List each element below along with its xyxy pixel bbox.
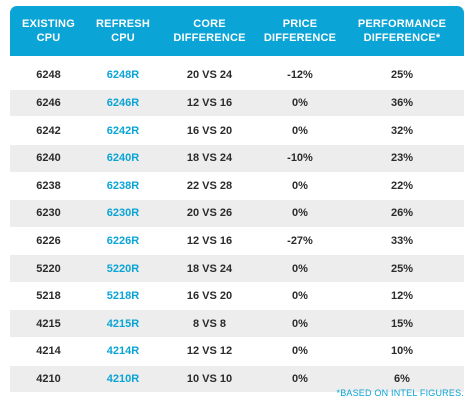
cell-existing: 5220 <box>36 262 61 275</box>
cell-performance: 33% <box>390 234 414 247</box>
header-refresh-line1: REFRESH <box>96 18 150 30</box>
table-row: 5220 5220R 18 VS 24 0% 25% <box>10 255 464 282</box>
header-price-line2: DIFFERENCE <box>263 32 337 44</box>
cell-refresh: 4210R <box>106 372 140 385</box>
cell-refresh: 4215R <box>106 317 140 330</box>
cell-performance: 26% <box>390 207 414 220</box>
cell-existing: 4215 <box>36 317 61 330</box>
cell-core: 18 VS 24 <box>186 152 233 165</box>
cell-core: 18 VS 24 <box>186 262 233 275</box>
table-row: 4210 4210R 10 VS 10 0% 6% <box>10 365 464 393</box>
cell-core: 10 VS 10 <box>186 372 233 385</box>
table-body: 6248 6248R 20 VS 24 -12% 25% 6246 6246R 12 VS 1… <box>10 62 464 393</box>
cell-refresh: 6238R <box>106 179 140 192</box>
cell-price: 0% <box>292 317 308 330</box>
cell-refresh: 6240R <box>106 152 140 165</box>
cell-performance: 23% <box>390 152 414 165</box>
cell-price: -12% <box>287 69 313 82</box>
cell-performance: 12% <box>390 290 414 303</box>
cell-core: 12 VS 16 <box>186 234 233 247</box>
cell-price: -27% <box>287 234 313 247</box>
cell-existing: 6248 <box>36 69 61 82</box>
cell-price: -10% <box>287 152 313 165</box>
cell-core: 20 VS 24 <box>186 69 233 82</box>
cell-performance: 10% <box>390 345 414 358</box>
cell-core: 16 VS 20 <box>186 290 233 303</box>
cell-core: 16 VS 20 <box>186 124 233 137</box>
table-row: 6248 6248R 20 VS 24 -12% 25% <box>10 62 464 89</box>
cell-refresh: 6246R <box>106 96 140 109</box>
cell-core: 12 VS 12 <box>186 345 233 358</box>
cell-performance: 36% <box>390 96 414 109</box>
cell-existing: 6242 <box>36 124 61 137</box>
table-row: 6238 6238R 22 VS 28 0% 22% <box>10 172 464 200</box>
cell-existing: 6240 <box>36 152 61 165</box>
cell-refresh: 5220R <box>106 262 140 275</box>
cell-core: 20 VS 26 <box>186 207 233 220</box>
cell-existing: 6230 <box>36 207 61 220</box>
header-performance-difference: PERFORMANCE DIFFERENCE* <box>340 6 464 56</box>
cell-existing: 6246 <box>36 96 61 109</box>
table-row: 6242 6242R 16 VS 20 0% 32% <box>10 117 464 144</box>
cell-performance: 25% <box>390 69 414 82</box>
header-price-difference: PRICE DIFFERENCE <box>260 6 340 56</box>
cell-core: 8 VS 8 <box>192 317 227 330</box>
cell-existing: 4214 <box>36 345 61 358</box>
cell-price: 0% <box>292 124 308 137</box>
table-row: 6230 6230R 20 VS 26 0% 26% <box>10 199 464 227</box>
table-row: 6240 6240R 18 VS 24 -10% 23% <box>10 144 464 172</box>
cell-price: 0% <box>292 96 308 109</box>
cell-existing: 4210 <box>36 372 61 385</box>
cell-refresh: 6248R <box>106 69 140 82</box>
cell-price: 0% <box>292 345 308 358</box>
table-row: 6226 6226R 12 VS 16 -27% 33% <box>10 227 464 255</box>
cell-performance: 6% <box>394 372 410 385</box>
header-performance-line2: DIFFERENCE* <box>363 32 441 44</box>
table-header: EXISTING CPU REFRESH CPU CORE DIFFERENCE… <box>10 6 464 56</box>
header-core-line2: DIFFERENCE <box>173 32 246 44</box>
header-core-difference: CORE DIFFERENCE <box>159 6 260 56</box>
cell-refresh: 5218R <box>106 290 140 303</box>
cell-refresh: 4214R <box>106 345 140 358</box>
cell-core: 22 VS 28 <box>186 179 233 192</box>
cell-core: 12 VS 16 <box>186 96 233 109</box>
cell-performance: 22% <box>390 179 414 192</box>
table-row: 4214 4214R 12 VS 12 0% 10% <box>10 337 464 365</box>
header-refresh-cpu: REFRESH CPU <box>87 6 159 56</box>
footnote: *BASED ON INTEL FIGURES. <box>336 388 464 398</box>
table-row: 6246 6246R 12 VS 16 0% 36% <box>10 89 464 117</box>
cell-price: 0% <box>292 372 308 385</box>
cell-price: 0% <box>292 207 308 220</box>
cell-price: 0% <box>292 290 308 303</box>
cell-refresh: 6230R <box>106 207 140 220</box>
table-row: 4215 4215R 8 VS 8 0% 15% <box>10 310 464 338</box>
header-existing-line2: CPU <box>36 32 61 44</box>
table-row: 5218 5218R 16 VS 20 0% 12% <box>10 282 464 310</box>
cell-refresh: 6226R <box>106 234 140 247</box>
cell-performance: 15% <box>390 317 414 330</box>
header-existing-cpu: EXISTING CPU <box>10 6 87 56</box>
cell-existing: 6238 <box>36 179 61 192</box>
cell-price: 0% <box>292 262 308 275</box>
header-price-line1: PRICE <box>282 18 318 30</box>
cell-existing: 5218 <box>36 290 61 303</box>
cell-refresh: 6242R <box>106 124 140 137</box>
cell-price: 0% <box>292 179 308 192</box>
cell-existing: 6226 <box>36 234 61 247</box>
header-refresh-line2: CPU <box>111 32 135 44</box>
header-performance-line1: PERFORMANCE <box>357 18 447 30</box>
header-existing-line1: EXISTING <box>22 18 75 30</box>
header-core-line1: CORE <box>193 18 226 30</box>
cell-performance: 25% <box>390 262 414 275</box>
cell-performance: 32% <box>390 124 414 137</box>
